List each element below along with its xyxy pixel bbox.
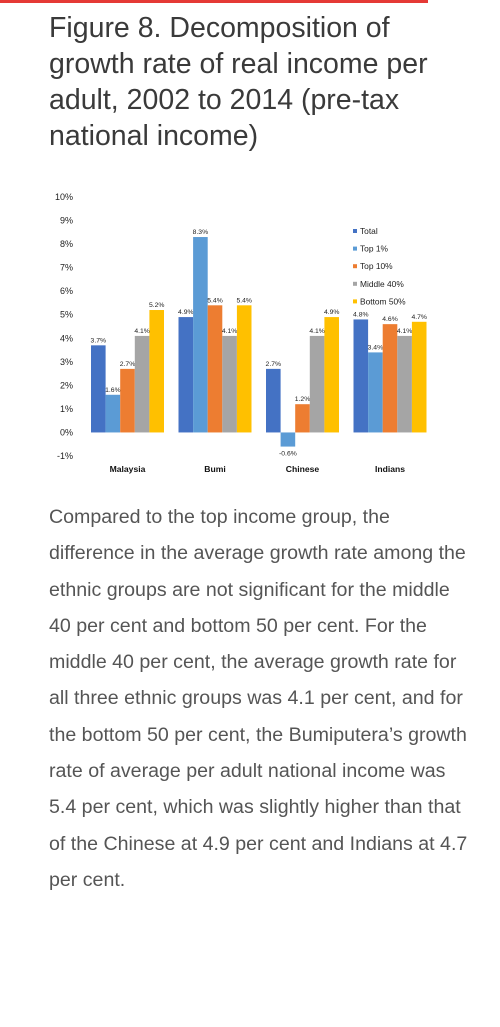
legend-swatch bbox=[353, 299, 357, 304]
y-tick-label: 9% bbox=[60, 216, 73, 226]
bar-bumi-top1 bbox=[193, 237, 208, 433]
x-category-label: Indians bbox=[375, 464, 405, 474]
y-tick-label: 4% bbox=[60, 333, 73, 343]
legend-entry: Total bbox=[360, 226, 378, 236]
legend-swatch bbox=[353, 246, 357, 251]
bar-bumi-bottom50 bbox=[236, 305, 252, 433]
data-label: 2.7% bbox=[266, 361, 282, 368]
data-label: 4.1% bbox=[222, 328, 238, 335]
bar-indians-middle40 bbox=[397, 335, 412, 433]
legend-swatch bbox=[353, 264, 357, 269]
bar-chinese-top1 bbox=[280, 432, 296, 447]
x-category-label: Chinese bbox=[286, 464, 320, 474]
bar-chinese-middle40 bbox=[309, 335, 325, 433]
bar-indians-top10 bbox=[382, 324, 398, 433]
legend-entry: Middle 40% bbox=[360, 279, 404, 289]
bar-indians-top1 bbox=[368, 352, 383, 433]
bar-malaysia-total bbox=[91, 345, 106, 433]
bar-indians-total bbox=[353, 319, 369, 433]
top-accent-bar bbox=[0, 0, 428, 3]
bar-malaysia-bottom50 bbox=[149, 310, 164, 433]
bar-chinese-total bbox=[266, 368, 281, 433]
data-label: 1.6% bbox=[105, 387, 121, 394]
data-label: 4.9% bbox=[324, 309, 340, 316]
y-tick-label: 8% bbox=[60, 239, 73, 249]
data-label: 4.1% bbox=[134, 328, 150, 335]
data-label: 3.7% bbox=[91, 337, 107, 344]
bar-chart: -1% 0% 1% 2% 3% 4% 5% 6% 7% 8% 9% 10% 3.7% 1.6% 2.7% 4.… bbox=[55, 192, 427, 474]
article-body: Compared to the top income group, the di… bbox=[49, 506, 468, 891]
legend-entry: Top 1% bbox=[360, 244, 388, 254]
bar-chinese-bottom50 bbox=[324, 317, 339, 433]
bar-bumi-total bbox=[178, 317, 194, 433]
data-label: 8.3% bbox=[193, 229, 209, 236]
y-tick-label: 0% bbox=[60, 427, 73, 437]
data-label: 2.7% bbox=[120, 361, 136, 368]
y-tick-label: -1% bbox=[57, 451, 73, 461]
bar-indians-bottom50 bbox=[411, 321, 427, 433]
legend-swatch bbox=[353, 281, 357, 286]
data-label: 3.4% bbox=[368, 344, 384, 351]
y-tick-label: 2% bbox=[60, 380, 73, 390]
data-label: -0.6% bbox=[279, 451, 297, 458]
x-category-label: Malaysia bbox=[110, 464, 146, 474]
legend-swatch bbox=[353, 229, 357, 233]
y-tick-label: 1% bbox=[60, 404, 73, 414]
x-category-label: Bumi bbox=[204, 464, 225, 474]
y-tick-label: 6% bbox=[60, 286, 73, 296]
y-tick-label: 5% bbox=[60, 310, 73, 320]
bar-bumi-middle40 bbox=[222, 335, 237, 433]
data-label: 5.2% bbox=[149, 302, 165, 309]
bar-chinese-top10 bbox=[295, 404, 310, 433]
data-label: 1.2% bbox=[295, 396, 311, 403]
bar-malaysia-top1 bbox=[105, 394, 121, 433]
data-label: 4.1% bbox=[397, 328, 413, 335]
data-label: 5.4% bbox=[236, 297, 252, 304]
bar-malaysia-middle40 bbox=[134, 335, 150, 433]
data-label: 4.8% bbox=[353, 311, 369, 318]
data-label: 4.1% bbox=[309, 328, 325, 335]
data-label: 4.6% bbox=[382, 316, 398, 323]
y-tick-label: 3% bbox=[60, 357, 73, 367]
legend-entry: Top 10% bbox=[360, 261, 393, 271]
y-tick-label: 10% bbox=[55, 192, 73, 202]
bar-bumi-top10 bbox=[207, 305, 223, 433]
data-label: 4.9% bbox=[178, 309, 194, 316]
figure-title: Figure 8. Decomposition of growth rate o… bbox=[49, 12, 428, 152]
y-tick-label: 7% bbox=[60, 263, 73, 273]
data-label: 5.4% bbox=[207, 297, 223, 304]
bar-malaysia-top10 bbox=[120, 368, 135, 433]
data-label: 4.7% bbox=[411, 314, 427, 321]
legend-entry: Bottom 50% bbox=[360, 296, 406, 306]
